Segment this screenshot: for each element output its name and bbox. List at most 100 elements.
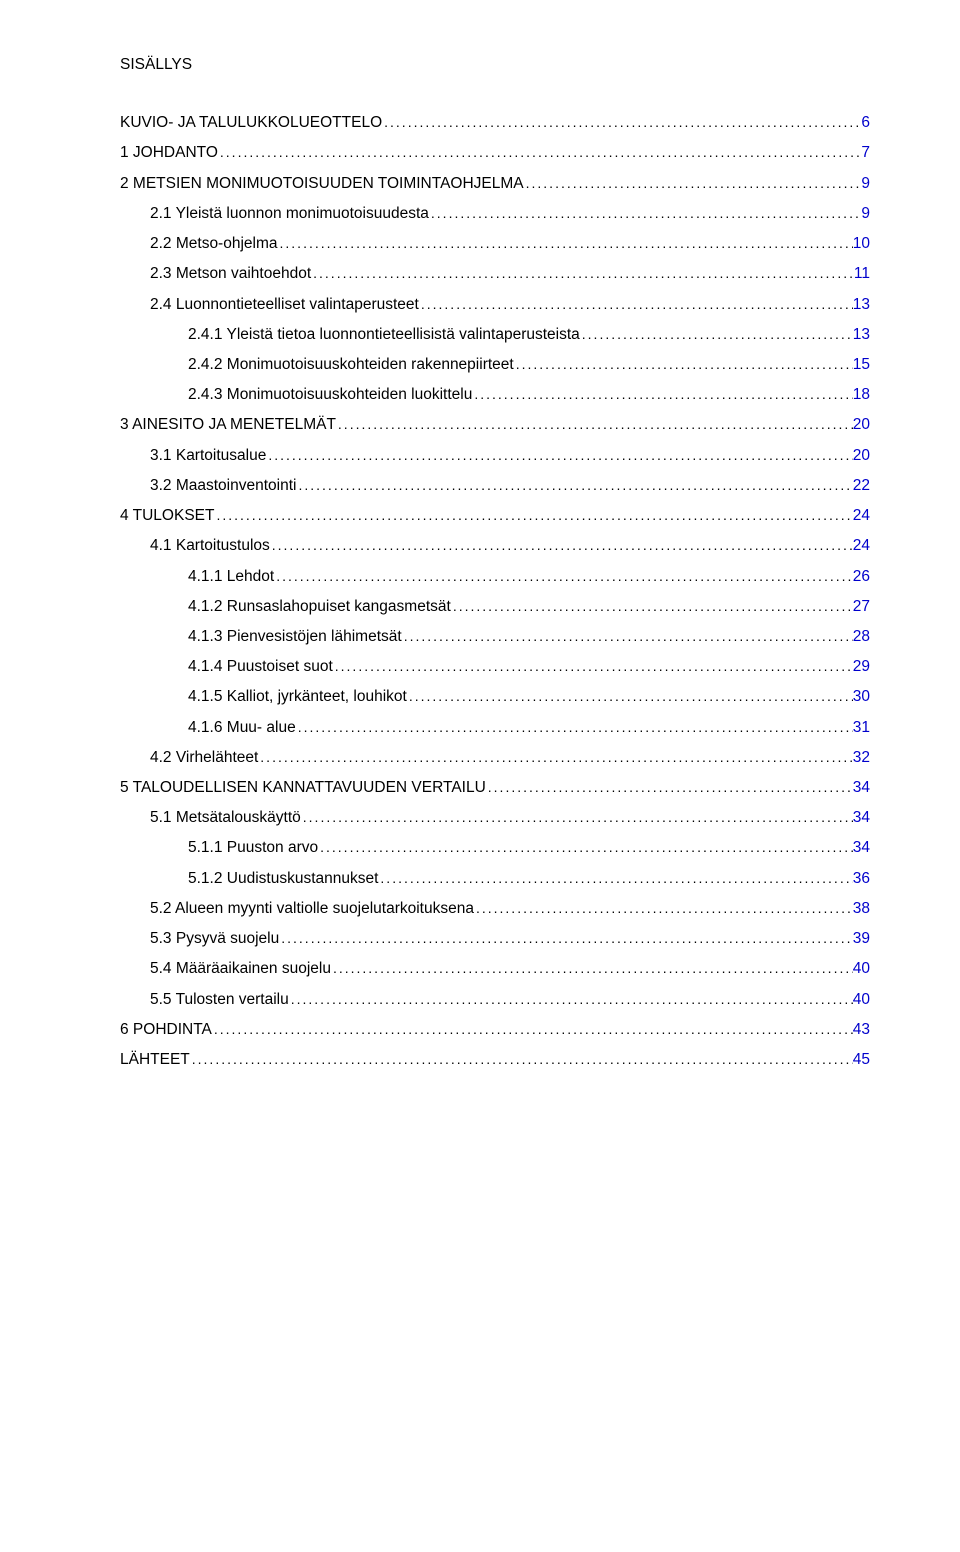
toc-entry-label: 4.1.6 Muu- alue [188, 713, 296, 743]
toc-dots [270, 532, 853, 559]
toc-entry-page[interactable]: 34 [853, 773, 870, 803]
toc-entry: 5.2 Alueen myynti valtiolle suojelutarko… [120, 894, 870, 924]
toc-entry-page[interactable]: 29 [853, 652, 870, 682]
toc-entry-page[interactable]: 11 [854, 259, 870, 289]
toc-dots [451, 593, 853, 620]
toc-entry-page[interactable]: 43 [853, 1015, 870, 1045]
toc-entry: LÄHTEET 45 [120, 1045, 870, 1075]
toc-entry: 4.1.3 Pienvesistöjen lähimetsät 28 [120, 622, 870, 652]
toc-entry: 4.2 Virhelähteet32 [120, 743, 870, 773]
toc-entry-page[interactable]: 24 [853, 531, 870, 561]
toc-dots [402, 623, 853, 650]
toc-dots [472, 381, 852, 408]
toc-entry: 4 TULOKSET 24 [120, 501, 870, 531]
toc-entry-page[interactable]: 9 [861, 169, 870, 199]
toc-entry-page[interactable]: 40 [853, 954, 870, 984]
toc-dots [331, 955, 853, 982]
toc-entry-page[interactable]: 36 [853, 864, 870, 894]
toc-container: KUVIO- JA TALULUKKOLUEOTTELO61 JOHDANTO7… [120, 108, 870, 1075]
toc-entry-label: 3.2 Maastoinventointi [150, 471, 296, 501]
toc-entry-page[interactable]: 24 [853, 501, 870, 531]
toc-entry-page[interactable]: 45 [853, 1045, 870, 1075]
toc-dots [214, 502, 852, 529]
toc-dots [266, 442, 852, 469]
toc-entry-label: 2 METSIEN MONIMUOTOISUUDEN TOIMINTAOHJEL… [120, 169, 524, 199]
toc-entry-label: 6 POHDINTA [120, 1015, 212, 1045]
toc-entry: 3.1 Kartoitusalue20 [120, 441, 870, 471]
toc-entry: 5.3 Pysyvä suojelu 39 [120, 924, 870, 954]
toc-entry-page[interactable]: 30 [853, 682, 870, 712]
toc-entry-page[interactable]: 40 [853, 985, 870, 1015]
toc-title: SISÄLLYS [120, 50, 870, 80]
toc-entry-label: 2.2 Metso-ohjelma [150, 229, 278, 259]
toc-entry-page[interactable]: 6 [861, 108, 870, 138]
toc-entry-label: 2.4.1 Yleistä tietoa luonnontieteellisis… [188, 320, 580, 350]
toc-dots [218, 139, 861, 166]
toc-dots [524, 170, 862, 197]
toc-dots [474, 895, 853, 922]
toc-entry-page[interactable]: 27 [853, 592, 870, 622]
toc-entry-label: 2.1 Yleistä luonnon monimuotoisuudesta [150, 199, 429, 229]
toc-entry-page[interactable]: 39 [853, 924, 870, 954]
toc-entry: 4.1.2 Runsaslahopuiset kangasmetsät27 [120, 592, 870, 622]
toc-entry: 4.1 Kartoitustulos 24 [120, 531, 870, 561]
toc-entry-label: 5.3 Pysyvä suojelu [150, 924, 279, 954]
toc-entry-label: 2.4.3 Monimuotoisuuskohteiden luokittelu [188, 380, 472, 410]
toc-entry: 2.4.1 Yleistä tietoa luonnontieteellisis… [120, 320, 870, 350]
toc-entry: 6 POHDINTA 43 [120, 1015, 870, 1045]
toc-entry-page[interactable]: 15 [853, 350, 870, 380]
toc-entry-label: LÄHTEET [120, 1045, 190, 1075]
toc-entry: 2 METSIEN MONIMUOTOISUUDEN TOIMINTAOHJEL… [120, 169, 870, 199]
toc-entry-page[interactable]: 9 [861, 199, 870, 229]
toc-dots [274, 563, 853, 590]
toc-entry-label: 2.3 Metson vaihtoehdot [150, 259, 311, 289]
toc-dots [258, 744, 852, 771]
toc-entry: 2.1 Yleistä luonnon monimuotoisuudesta 9 [120, 199, 870, 229]
toc-entry: 2.3 Metson vaihtoehdot 11 [120, 259, 870, 289]
toc-entry-label: 4.1.5 Kalliot, jyrkänteet, louhikot [188, 682, 407, 712]
toc-entry-page[interactable]: 31 [853, 713, 870, 743]
toc-entry-page[interactable]: 38 [853, 894, 870, 924]
toc-entry: 5.1.1 Puuston arvo 34 [120, 833, 870, 863]
toc-dots [311, 260, 854, 287]
toc-entry-label: 3 AINESITO JA MENETELMÄT [120, 410, 336, 440]
toc-entry-page[interactable]: 22 [853, 471, 870, 501]
toc-dots [429, 200, 861, 227]
toc-entry-label: 5.4 Määräaikainen suojelu [150, 954, 331, 984]
toc-entry-page[interactable]: 13 [853, 290, 870, 320]
toc-entry-label: 5 TALOUDELLISEN KANNATTAVUUDEN VERTAILU [120, 773, 486, 803]
toc-entry-page[interactable]: 13 [853, 320, 870, 350]
toc-dots [318, 834, 853, 861]
toc-entry-page[interactable]: 32 [853, 743, 870, 773]
toc-dots [486, 774, 853, 801]
toc-dots [296, 714, 853, 741]
toc-dots [333, 653, 853, 680]
toc-entry-page[interactable]: 20 [853, 410, 870, 440]
toc-entry: 2.4 Luonnontieteelliset valintaperusteet… [120, 290, 870, 320]
toc-entry: 2.4.2 Monimuotoisuuskohteiden rakennepii… [120, 350, 870, 380]
toc-entry-label: 4.1 Kartoitustulos [150, 531, 270, 561]
toc-entry-label: 5.1 Metsätalouskäyttö [150, 803, 301, 833]
toc-entry-page[interactable]: 34 [853, 803, 870, 833]
toc-entry-label: 4 TULOKSET [120, 501, 214, 531]
toc-entry-page[interactable]: 28 [853, 622, 870, 652]
toc-entry-label: 5.1.2 Uudistuskustannukset [188, 864, 378, 894]
toc-entry-page[interactable]: 34 [853, 833, 870, 863]
toc-entry-page[interactable]: 10 [853, 229, 870, 259]
toc-entry-page[interactable]: 26 [853, 562, 870, 592]
toc-entry-label: 4.1.4 Puustoiset suot [188, 652, 333, 682]
toc-entry-label: 4.1.3 Pienvesistöjen lähimetsät [188, 622, 402, 652]
toc-entry: 2.2 Metso-ohjelma 10 [120, 229, 870, 259]
toc-entry: 4.1.1 Lehdot26 [120, 562, 870, 592]
toc-dots [419, 291, 853, 318]
toc-entry-label: 5.5 Tulosten vertailu [150, 985, 289, 1015]
toc-dots [301, 804, 853, 831]
toc-dots [336, 411, 853, 438]
toc-entry-page[interactable]: 7 [861, 138, 870, 168]
toc-entry-label: 5.1.1 Puuston arvo [188, 833, 318, 863]
toc-entry-page[interactable]: 20 [853, 441, 870, 471]
toc-entry: 3.2 Maastoinventointi 22 [120, 471, 870, 501]
toc-entry-page[interactable]: 18 [853, 380, 870, 410]
toc-entry: 1 JOHDANTO7 [120, 138, 870, 168]
toc-dots [296, 472, 852, 499]
